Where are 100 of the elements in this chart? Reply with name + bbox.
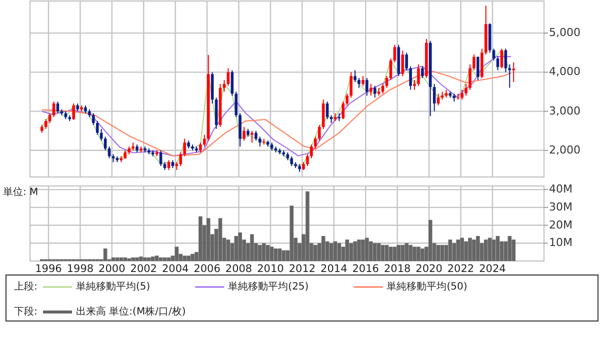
bar (428, 220, 432, 261)
bar (182, 256, 186, 261)
bar (353, 241, 357, 261)
candlestick (476, 56, 480, 81)
candlestick (258, 136, 262, 147)
x-tick-label: 1998 (66, 263, 94, 275)
candlestick (108, 146, 111, 159)
legend-label: 単純移動平均(5) (76, 280, 150, 293)
candlestick (393, 44, 396, 63)
x-tick-label: 2010 (257, 263, 284, 275)
candlestick (290, 156, 294, 167)
bar (186, 256, 190, 261)
bar (392, 246, 397, 261)
candlestick (318, 124, 321, 142)
bar (420, 248, 424, 261)
bar (456, 240, 460, 261)
candlestick (432, 83, 436, 112)
y-tick-label: 40M (549, 182, 572, 196)
x-tick-label: 2022 (447, 263, 474, 275)
bar (218, 218, 222, 261)
candlestick (409, 66, 412, 90)
bar (472, 240, 476, 261)
bar (127, 258, 131, 261)
bar (345, 240, 350, 261)
x-tick-label: 1996 (35, 263, 62, 275)
bar (234, 236, 238, 261)
candlestick (230, 70, 234, 96)
candlestick (322, 99, 325, 130)
candlestick (362, 76, 364, 86)
bar (380, 244, 385, 261)
candlestick (373, 85, 376, 98)
bar (376, 243, 381, 261)
bar (198, 216, 202, 261)
y-tick-label: 30M (549, 200, 572, 214)
bar (452, 243, 456, 261)
candlestick (366, 78, 368, 96)
bar (139, 256, 143, 261)
candlestick (460, 89, 464, 100)
bar (158, 257, 163, 261)
x-tick-label: 2000 (98, 263, 126, 275)
x-tick-label: 2008 (225, 263, 252, 275)
candlestick (234, 91, 238, 118)
legend-title: 下段: (14, 306, 38, 318)
candlestick (48, 112, 52, 124)
candlestick (254, 130, 258, 142)
bar (468, 238, 472, 261)
bar (384, 244, 389, 261)
x-tick-label: 2012 (288, 263, 316, 275)
candlestick (468, 64, 472, 90)
candlestick (350, 72, 352, 98)
bar (357, 240, 361, 261)
candlestick (413, 80, 416, 90)
candlestick (358, 78, 360, 88)
bar (274, 248, 278, 261)
candlestick (44, 118, 48, 130)
x-tick-label: 2024 (479, 263, 506, 275)
bar (329, 243, 334, 261)
candlestick (203, 134, 206, 147)
candlestick (72, 102, 75, 120)
candlestick (436, 93, 440, 106)
bar (143, 257, 147, 261)
candlestick (464, 83, 468, 96)
bar (440, 244, 444, 261)
bar (290, 206, 294, 261)
y-tick-label: 5,000 (549, 26, 580, 40)
bar (306, 191, 310, 261)
bar (314, 244, 318, 261)
candlestick (389, 58, 392, 81)
candlestick (421, 66, 424, 79)
bar (416, 246, 420, 261)
bar (123, 257, 128, 261)
bar (266, 244, 270, 261)
bar (365, 238, 369, 261)
bar (278, 248, 282, 261)
bar (147, 257, 151, 261)
bar (492, 240, 496, 261)
candlestick (238, 112, 242, 147)
candlestick (417, 64, 420, 86)
bar (262, 243, 266, 261)
candlestick (472, 54, 476, 71)
bar (174, 246, 179, 261)
y-tick-label: 2,000 (549, 143, 580, 156)
legend-label: 単純移動平均(25) (228, 280, 309, 293)
candlestick (314, 136, 317, 149)
candlestick (504, 48, 508, 73)
y-tick-label: 20M (549, 218, 572, 232)
bar (337, 243, 342, 261)
x-tick-label: 2006 (194, 263, 221, 275)
x-tick-label: 2018 (384, 263, 411, 275)
candlestick (250, 130, 254, 144)
bar (238, 232, 242, 261)
legend-label: 単純移動平均(50) (386, 280, 468, 293)
bar (484, 240, 488, 261)
bar (206, 218, 210, 261)
bar (369, 241, 373, 261)
x-tick-label: 2020 (416, 263, 442, 275)
bar (408, 244, 412, 261)
bar (115, 257, 120, 261)
candlestick (354, 70, 356, 82)
bar (154, 256, 159, 261)
